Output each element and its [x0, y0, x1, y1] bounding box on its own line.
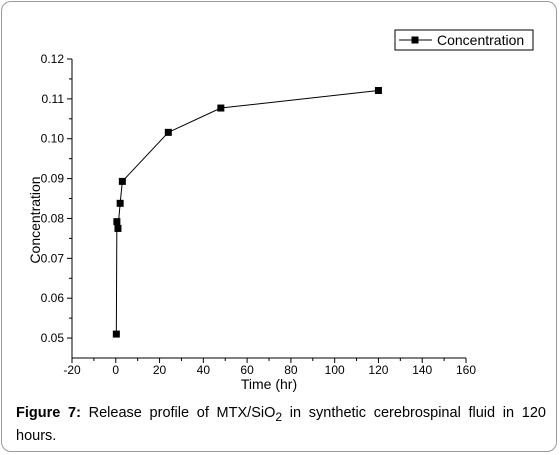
y-tick-labels: 0.05 0.06 0.07 0.08 0.09 0.10 0.11 0.12: [41, 52, 65, 345]
data-point-marker: [113, 218, 121, 226]
series-line: [115, 89, 379, 335]
y-tick-label: 0.10: [41, 132, 65, 146]
data-point-marker: [118, 177, 126, 185]
y-tick-label: 0.09: [41, 172, 65, 186]
x-tick-label: 80: [284, 363, 298, 377]
y-tick-label: 0.05: [41, 331, 65, 345]
legend-entry-concentration: Concentration: [437, 32, 524, 48]
x-tick-labels: -20 0 20 40 60 80 100 120 140 160: [63, 363, 476, 377]
x-tick-label: 40: [197, 363, 211, 377]
x-tick-label: 140: [412, 363, 432, 377]
y-tick-label: 0.12: [41, 52, 65, 66]
legend-marker: [411, 36, 419, 44]
legend: Concentration: [394, 29, 534, 51]
x-tick-label: -20: [63, 363, 81, 377]
data-point-marker: [164, 128, 172, 136]
caption-label: Figure 7:: [16, 405, 81, 421]
x-tick-label: 100: [325, 363, 345, 377]
caption-subscript: 2: [275, 409, 283, 424]
series-layer: [112, 86, 382, 338]
data-point-marker: [112, 330, 120, 338]
y-tick-label: 0.06: [41, 291, 65, 305]
x-tick-label: 0: [112, 363, 119, 377]
y-tick-label: 0.11: [42, 92, 65, 106]
data-point-marker: [374, 86, 382, 94]
caption-text-after: in synthetic cerebrospinal fluid in 120 …: [16, 405, 546, 444]
x-tick-label: 20: [153, 363, 167, 377]
x-tick-label: 60: [240, 363, 254, 377]
data-point-marker: [114, 224, 122, 232]
y-tick-label: 0.08: [41, 211, 65, 225]
y-tick-label: 0.07: [41, 251, 65, 265]
data-point-marker: [116, 199, 124, 207]
axes: [67, 58, 467, 363]
x-tick-label: 160: [456, 363, 476, 377]
y-axis-label: Concentration: [27, 176, 43, 263]
figure-caption: Figure 7: Release profile of MTX/SiO2 in…: [16, 404, 546, 446]
x-axis-label: Time (hr): [241, 376, 297, 392]
caption-text-before: Release profile of MTX/SiO: [80, 405, 276, 421]
line-chart: -20 0 20 40 60 80 100 120 140 160 0.050.060.070.0…: [27, 29, 534, 392]
legend-box: [394, 29, 534, 51]
data-point-marker: [217, 104, 225, 112]
x-tick-label: 120: [368, 363, 388, 377]
